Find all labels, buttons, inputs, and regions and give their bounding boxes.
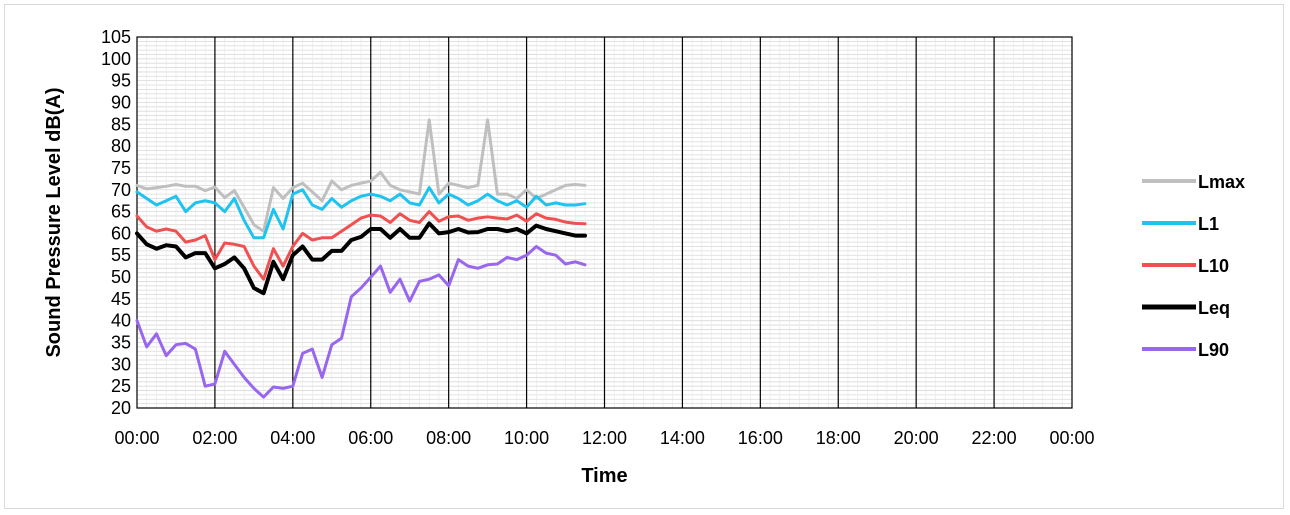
series-line-l90 (135, 245, 587, 399)
y-tick-label: 45 (111, 289, 131, 309)
x-tick-label: 04:00 (270, 428, 315, 448)
x-tick-label: 02:00 (192, 428, 237, 448)
series-line-leq (135, 221, 587, 296)
series-line-l10 (135, 210, 587, 281)
major-gridlines (214, 37, 995, 408)
plot-area-border (136, 36, 1073, 409)
x-tick-label: 06:00 (348, 428, 393, 448)
legend-label-leq: Leq (1198, 298, 1230, 318)
legend-label-l90: L90 (1198, 340, 1229, 360)
y-axis-title: Sound Pressure Level dB(A) (43, 87, 65, 357)
y-tick-label: 50 (111, 267, 131, 287)
y-tick-label: 85 (111, 114, 131, 134)
y-tick-label: 55 (111, 245, 131, 265)
y-tick-label: 30 (111, 354, 131, 374)
x-tick-label: 00:00 (1049, 428, 1094, 448)
x-tick-label: 20:00 (894, 428, 939, 448)
x-tick-label: 16:00 (738, 428, 783, 448)
x-tick-label: 18:00 (816, 428, 861, 448)
series-lines (135, 118, 587, 399)
y-tick-label: 80 (111, 136, 131, 156)
y-tick-label: 100 (101, 49, 131, 69)
y-tick-label: 40 (111, 311, 131, 331)
legend-label-l10: L10 (1198, 256, 1229, 276)
x-tick-label: 10:00 (504, 428, 549, 448)
series-line-l1 (135, 186, 587, 240)
series-line-lmax (135, 118, 587, 233)
legend-label-lmax: Lmax (1198, 172, 1245, 192)
y-tick-label: 35 (111, 333, 131, 353)
y-tick-label: 75 (111, 158, 131, 178)
y-tick-label: 20 (111, 398, 131, 418)
y-tick-label: 90 (111, 92, 131, 112)
x-axis-ticks: 00:00 02:00 04:00 06:00 08:00 10:00 12:00 14:00… (114, 428, 1094, 448)
legend-label-l1: L1 (1198, 214, 1219, 234)
x-tick-label: 08:00 (426, 428, 471, 448)
x-tick-label: 00:00 (114, 428, 159, 448)
y-tick-label: 25 (111, 376, 131, 396)
x-axis-title: Time (581, 465, 627, 487)
y-tick-label: 105 (101, 27, 131, 47)
y-tick-label: 60 (111, 223, 131, 243)
x-tick-label: 22:00 (972, 428, 1017, 448)
x-tick-label: 12:00 (582, 428, 627, 448)
legend: Lmax L1 L10 Leq L90 (1142, 172, 1245, 360)
y-tick-label: 70 (111, 180, 131, 200)
y-tick-label: 65 (111, 202, 131, 222)
x-tick-label: 14:00 (660, 428, 705, 448)
y-tick-label: 95 (111, 71, 131, 91)
